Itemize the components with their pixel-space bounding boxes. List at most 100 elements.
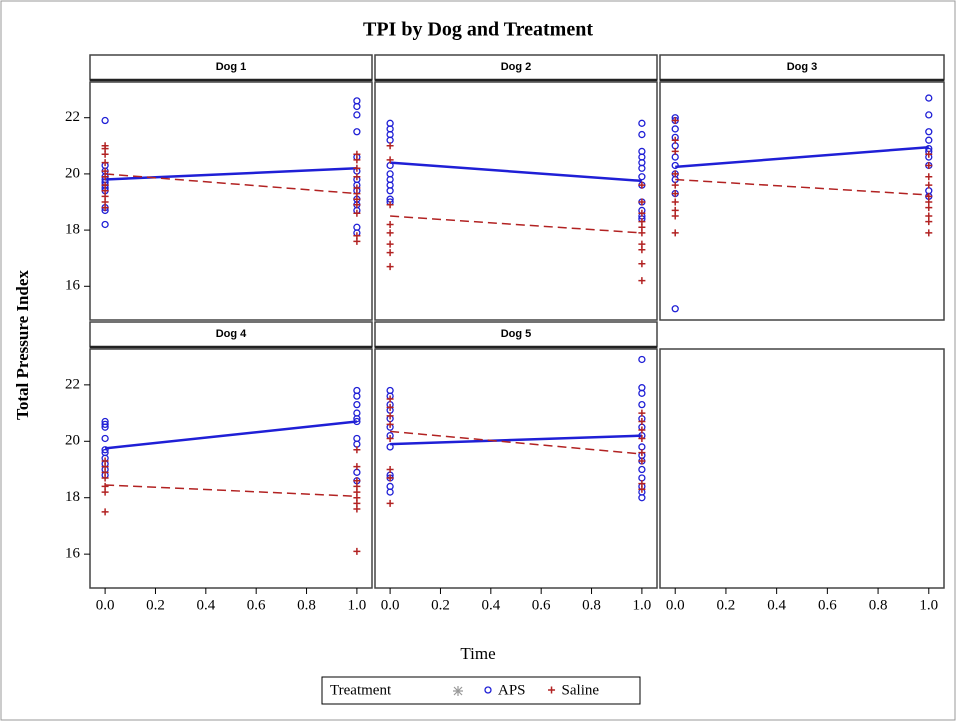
point	[386, 412, 394, 420]
point	[638, 426, 646, 434]
x-tick-label: 1.0	[919, 597, 938, 613]
fit-line	[390, 215, 642, 234]
x-tick-label: 1.0	[633, 597, 652, 613]
y-tick-label: 22	[65, 109, 80, 125]
point	[925, 161, 933, 169]
fit-line	[105, 173, 357, 195]
point	[638, 119, 646, 127]
point	[638, 209, 646, 217]
point	[671, 198, 679, 206]
point	[386, 434, 394, 442]
strip	[374, 321, 658, 348]
legend: Treatment APS Saline	[330, 682, 599, 698]
point	[925, 94, 933, 102]
point	[925, 229, 933, 237]
point	[353, 505, 361, 513]
strip	[659, 54, 945, 81]
point	[101, 220, 109, 229]
point	[638, 164, 646, 172]
point	[101, 474, 109, 482]
point	[638, 434, 646, 442]
x-tick-label: 1.0	[348, 597, 367, 613]
point	[638, 246, 646, 254]
point	[353, 392, 361, 400]
point	[353, 547, 361, 555]
point	[638, 400, 646, 409]
point	[353, 111, 361, 119]
point	[386, 142, 394, 150]
point	[925, 181, 933, 189]
x-tick-label: 0.4	[767, 597, 786, 613]
point	[671, 212, 679, 220]
point	[638, 277, 646, 285]
x-tick-label: 0.8	[869, 597, 888, 613]
point	[353, 209, 361, 217]
y-tick-label: 20	[65, 165, 80, 181]
point	[386, 403, 394, 411]
fit-line	[390, 434, 642, 446]
point	[638, 465, 646, 474]
point	[353, 201, 361, 209]
y-tick-label: 16	[65, 278, 81, 294]
point	[101, 159, 109, 167]
strip-title: Dog 3	[787, 61, 818, 73]
chart-title: TPI by Dog and Treatment	[363, 19, 593, 41]
strip	[374, 54, 658, 81]
point	[925, 218, 933, 226]
x-axis-label: Time	[460, 644, 495, 663]
legend-marker	[484, 686, 492, 694]
point	[386, 156, 394, 164]
point	[638, 229, 646, 237]
legend-title: Treatment	[330, 682, 392, 698]
point	[386, 263, 394, 271]
point	[386, 474, 394, 482]
point	[638, 494, 646, 502]
y-tick-label: 22	[65, 376, 80, 392]
point	[101, 150, 109, 158]
point	[671, 125, 679, 133]
point	[386, 488, 394, 496]
point	[386, 395, 394, 403]
point	[386, 499, 394, 507]
panel-frame	[374, 81, 658, 321]
point	[638, 181, 646, 189]
y-tick-label: 20	[65, 433, 80, 449]
point	[353, 446, 361, 454]
point	[101, 423, 109, 431]
x-tick-label: 0.0	[666, 597, 685, 613]
point	[353, 156, 361, 164]
point	[353, 164, 361, 172]
point	[353, 128, 361, 136]
point	[638, 409, 646, 417]
point	[671, 170, 679, 178]
point	[638, 418, 646, 426]
x-tick-label: 0.6	[532, 597, 551, 613]
x-tick-label: 0.2	[717, 597, 736, 613]
fit-line	[390, 161, 642, 183]
x-tick-label: 0.8	[297, 597, 316, 613]
strip-title: Dog 4	[216, 328, 247, 340]
x-tick-label: 0.2	[431, 597, 450, 613]
point	[638, 449, 646, 457]
x-tick-label: 0.4	[196, 597, 215, 613]
x-tick-label: 0.6	[247, 597, 266, 613]
point	[386, 420, 394, 428]
strip	[89, 321, 373, 348]
point	[386, 240, 394, 248]
panel-frame	[89, 348, 373, 589]
point	[386, 220, 394, 228]
point	[386, 201, 394, 209]
point	[925, 204, 933, 212]
point	[101, 508, 109, 516]
point	[671, 305, 679, 313]
x-tick-label: 0.0	[381, 597, 400, 613]
fit-line	[104, 420, 358, 450]
point	[671, 147, 679, 155]
point	[353, 400, 361, 409]
point	[638, 355, 646, 364]
strip-title: Dog 2	[501, 61, 532, 73]
fit-line	[390, 430, 642, 455]
panel-frame	[89, 81, 373, 321]
point	[671, 181, 679, 189]
